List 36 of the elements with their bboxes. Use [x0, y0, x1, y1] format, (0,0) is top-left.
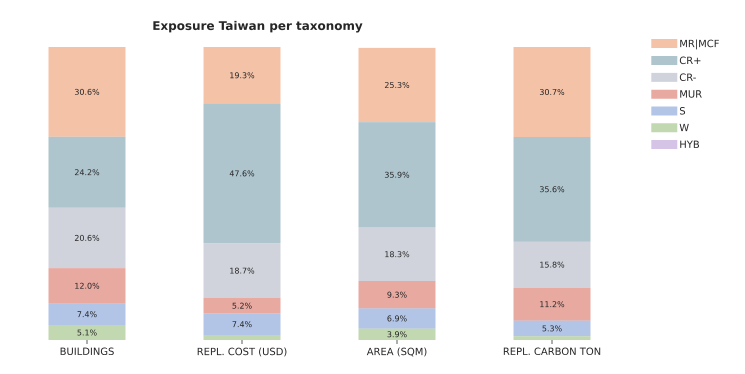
bar	[514, 336, 591, 340]
bar	[204, 335, 280, 340]
x-tick-label: REPL. COST (USD)	[198, 348, 286, 356]
chart-title: Exposure Taiwan per taxonomy	[153, 20, 362, 32]
legend-label: CR-	[680, 73, 696, 81]
bar	[204, 47, 280, 104]
legend-label: S	[680, 107, 686, 115]
bar	[204, 243, 280, 298]
bar	[48, 208, 126, 268]
bar	[514, 241, 591, 288]
bar	[514, 137, 591, 242]
legend-label: W	[680, 124, 689, 132]
legend-label: MR|MCF	[680, 39, 719, 50]
bar	[358, 227, 436, 282]
x-tick-label: BUILDINGS	[60, 348, 114, 356]
bar	[48, 303, 126, 326]
legend-label: CR+	[680, 56, 700, 64]
bar	[514, 288, 591, 321]
legend-label: MUR	[680, 90, 702, 98]
bar	[358, 281, 436, 308]
bar	[204, 313, 280, 336]
bar	[48, 325, 126, 340]
bar	[204, 104, 280, 244]
bar	[358, 308, 436, 329]
bar	[514, 320, 591, 336]
bar	[48, 136, 126, 208]
bar	[514, 47, 591, 138]
bar	[358, 328, 436, 340]
x-tick-label: AREA (SQM)	[366, 348, 426, 356]
bar	[358, 122, 436, 228]
bar	[358, 48, 436, 122]
bar	[204, 298, 280, 314]
legend-label: HYB	[680, 140, 700, 148]
bar	[48, 47, 126, 137]
x-tick-label: REPL. CARBON TON	[504, 348, 600, 356]
bar	[48, 268, 126, 304]
